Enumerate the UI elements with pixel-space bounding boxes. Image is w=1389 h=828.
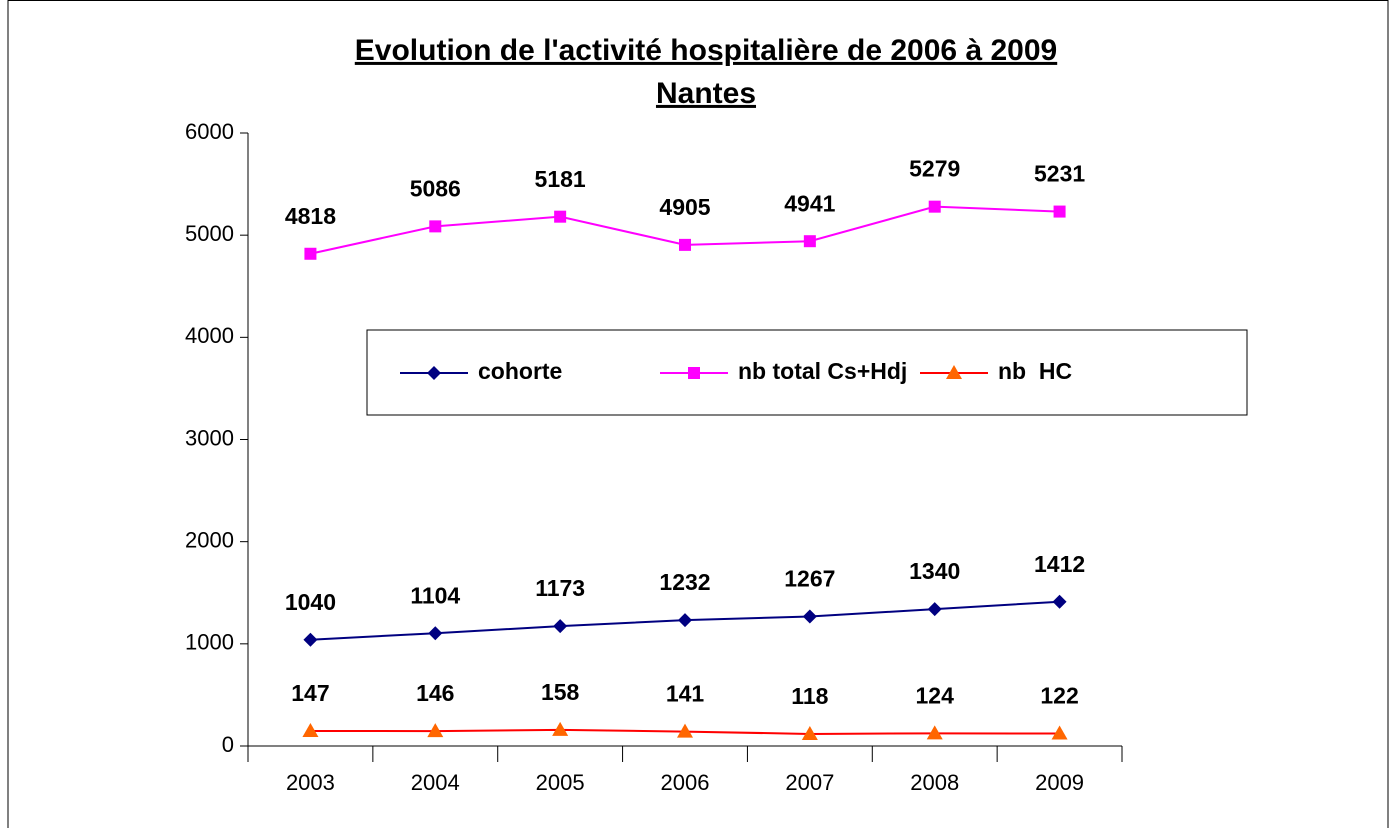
data-label: 1267 (784, 566, 835, 592)
data-label: 147 (291, 680, 329, 706)
data-label: 5181 (535, 166, 586, 192)
data-label: 158 (541, 679, 580, 705)
chart-subtitle: Nantes (656, 77, 756, 110)
data-point (801, 725, 818, 740)
data-label: 141 (666, 681, 705, 707)
y-tick-label: 3000 (185, 425, 234, 450)
data-point (428, 626, 443, 641)
y-tick-label: 2000 (185, 527, 234, 552)
data-point (552, 721, 569, 736)
data-point (679, 238, 691, 251)
chart-frame (7, 0, 1389, 828)
legend-marker (427, 366, 441, 380)
legend-marker (688, 367, 700, 379)
data-label: 1412 (1034, 551, 1085, 577)
x-tick-label: 2003 (286, 770, 335, 795)
x-tick-label: 2007 (785, 770, 834, 795)
data-label: 5086 (410, 175, 461, 201)
data-label: 5231 (1034, 161, 1085, 187)
data-point (928, 200, 941, 213)
y-tick-label: 6000 (185, 119, 234, 144)
data-label: 118 (791, 683, 828, 709)
y-tick-label: 1000 (185, 630, 234, 655)
data-point (427, 723, 444, 738)
data-label: 4941 (784, 190, 835, 216)
data-label: 1340 (909, 558, 960, 584)
data-point (1052, 594, 1067, 609)
x-tick-label: 2005 (536, 770, 585, 795)
data-point (1053, 205, 1066, 218)
y-tick-label: 4000 (185, 323, 234, 348)
legend-marker (946, 365, 962, 379)
data-label: 122 (1040, 683, 1078, 709)
x-tick-label: 2004 (411, 770, 460, 795)
data-point (926, 725, 943, 740)
data-point (304, 247, 317, 260)
data-label: 1104 (410, 582, 460, 608)
data-point (554, 210, 567, 223)
chart-title: Evolution de l'activité hospitalière de … (355, 34, 1057, 67)
data-point (302, 722, 319, 737)
x-tick-label: 2009 (1035, 770, 1084, 795)
data-point (802, 609, 817, 624)
data-label: 5279 (909, 156, 960, 182)
legend-label: nb total Cs+Hdj (738, 358, 907, 384)
y-tick-label: 5000 (185, 221, 234, 246)
data-point (553, 619, 568, 634)
data-label: 4905 (659, 194, 710, 220)
data-label: 146 (416, 680, 454, 706)
data-point (803, 235, 816, 248)
data-point (927, 602, 942, 617)
legend-label: nb HC (998, 358, 1072, 384)
data-point (429, 220, 442, 233)
legend-label: cohorte (478, 358, 562, 384)
data-point (303, 632, 318, 647)
legend-box (366, 329, 1248, 416)
data-point (677, 723, 693, 738)
data-label: 4818 (285, 203, 336, 229)
x-tick-label: 2008 (910, 770, 959, 795)
y-tick-label: 0 (222, 732, 234, 757)
x-tick-label: 2006 (661, 770, 710, 795)
data-label: 124 (916, 682, 955, 708)
data-point (1051, 725, 1068, 740)
data-label: 1040 (285, 589, 336, 615)
data-point (678, 613, 692, 628)
data-label: 1232 (659, 569, 710, 595)
data-label: 1173 (535, 575, 585, 601)
